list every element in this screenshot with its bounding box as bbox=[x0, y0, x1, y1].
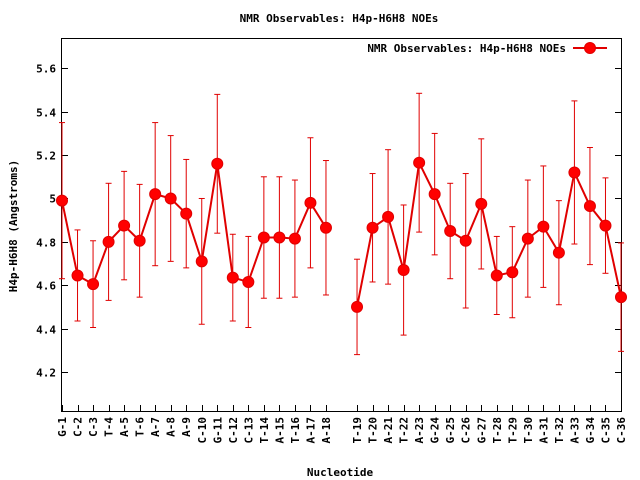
x-tick-label: T-28 bbox=[491, 417, 504, 444]
x-tick-label: A-8 bbox=[165, 417, 178, 437]
data-point bbox=[242, 275, 255, 288]
data-point bbox=[506, 266, 519, 279]
data-point bbox=[475, 197, 488, 210]
x-tick-label: T-30 bbox=[522, 417, 535, 444]
chart-title: NMR Observables: H4p-H6H8 NOEs bbox=[240, 12, 439, 25]
legend-label: NMR Observables: H4p-H6H8 NOEs bbox=[367, 42, 566, 55]
legend-marker bbox=[584, 42, 596, 54]
x-tick-label: G-34 bbox=[584, 417, 597, 444]
data-point bbox=[568, 166, 581, 179]
y-tick-label: 4.8 bbox=[36, 237, 56, 250]
x-tick-label: C-2 bbox=[72, 417, 85, 437]
x-axis-label: Nucleotide bbox=[307, 466, 374, 479]
data-points bbox=[56, 156, 627, 313]
x-tick-label: T-4 bbox=[103, 417, 116, 437]
x-tick-label: G-27 bbox=[475, 417, 488, 444]
data-point bbox=[413, 156, 426, 169]
series-line bbox=[356, 159, 622, 308]
series-line bbox=[61, 163, 327, 286]
x-tick-label: T-29 bbox=[506, 417, 519, 444]
x-tick-label: C-13 bbox=[242, 417, 255, 444]
x-tick-label: A-7 bbox=[149, 417, 162, 437]
series-lines bbox=[61, 159, 622, 308]
data-point bbox=[211, 157, 224, 170]
data-point bbox=[382, 210, 395, 223]
x-tick-label: A-9 bbox=[180, 417, 193, 437]
y-tick-label: 5.2 bbox=[36, 150, 56, 163]
data-point bbox=[56, 194, 68, 207]
data-point bbox=[428, 188, 441, 201]
data-point bbox=[444, 225, 457, 238]
x-tick-label: T-20 bbox=[367, 417, 380, 444]
x-tick-label: G-24 bbox=[429, 417, 442, 444]
y-tick-label: 4.6 bbox=[36, 280, 56, 293]
data-point bbox=[149, 188, 162, 201]
y-tick-label: 4.4 bbox=[36, 324, 56, 337]
data-point bbox=[118, 219, 131, 232]
legend: NMR Observables: H4p-H6H8 NOEs bbox=[367, 42, 607, 55]
x-tick-label: C-3 bbox=[87, 417, 100, 437]
y-tick-label: 5.6 bbox=[36, 63, 56, 76]
data-point bbox=[490, 269, 503, 282]
data-point bbox=[366, 221, 379, 234]
data-point bbox=[102, 235, 115, 248]
x-tick-label: T-16 bbox=[289, 417, 302, 444]
y-tick-label: 5 bbox=[49, 193, 56, 206]
x-tick-label: G-1 bbox=[56, 417, 69, 437]
x-tick-label: A-17 bbox=[304, 417, 317, 444]
x-tick-label: T-32 bbox=[553, 417, 566, 444]
data-point bbox=[288, 232, 301, 245]
data-point bbox=[195, 255, 208, 268]
data-point bbox=[226, 271, 239, 284]
data-point bbox=[397, 264, 410, 277]
x-tick-label: G-25 bbox=[444, 417, 457, 444]
data-point bbox=[583, 200, 596, 213]
data-point bbox=[87, 278, 100, 291]
data-point bbox=[257, 231, 270, 244]
x-tick-label: C-10 bbox=[196, 417, 209, 444]
x-tick-label: T-6 bbox=[134, 417, 147, 437]
data-point bbox=[351, 300, 364, 313]
x-tick-label: C-12 bbox=[227, 417, 240, 444]
x-tick-label: A-21 bbox=[382, 417, 395, 444]
data-point bbox=[599, 219, 612, 232]
data-point bbox=[71, 269, 84, 282]
data-point bbox=[459, 234, 472, 247]
x-tick-label: T-22 bbox=[398, 417, 411, 444]
x-axis: G-1 C-2 C-3 T-4 A-5 T-6 A-7 A-8 A-9 C-10 G-11 C-12 C… bbox=[56, 405, 628, 444]
data-point bbox=[552, 246, 565, 259]
x-tick-label: A-15 bbox=[273, 417, 286, 444]
data-point bbox=[521, 232, 534, 245]
x-tick-label: A-5 bbox=[118, 417, 131, 437]
y-axis-label: H4p-H6H8 (Angstroms) bbox=[7, 160, 20, 292]
data-point bbox=[164, 192, 177, 205]
x-tick-label: A-33 bbox=[568, 417, 581, 444]
x-tick-label: A-31 bbox=[537, 417, 550, 444]
data-point bbox=[273, 231, 286, 244]
x-tick-label: G-11 bbox=[211, 417, 224, 444]
data-point bbox=[319, 221, 332, 234]
x-tick-label: A-18 bbox=[320, 417, 333, 444]
data-point bbox=[180, 207, 193, 220]
x-tick-label: C-26 bbox=[460, 417, 473, 444]
x-tick-label: C-35 bbox=[599, 417, 612, 444]
data-point bbox=[615, 291, 627, 304]
y-tick-label: 4.2 bbox=[36, 367, 56, 380]
y-tick-label: 5.4 bbox=[36, 107, 56, 120]
y-axis: 4.2 4.4 4.6 4.8 5 5.2 5.4 5.6 bbox=[36, 63, 621, 380]
x-tick-label: C-36 bbox=[615, 417, 628, 444]
x-tick-label: A-23 bbox=[413, 417, 426, 444]
x-tick-label: T-14 bbox=[258, 417, 271, 444]
data-point bbox=[304, 196, 317, 209]
data-point bbox=[133, 234, 146, 247]
x-tick-label: T-19 bbox=[351, 417, 364, 444]
data-point bbox=[537, 220, 550, 233]
